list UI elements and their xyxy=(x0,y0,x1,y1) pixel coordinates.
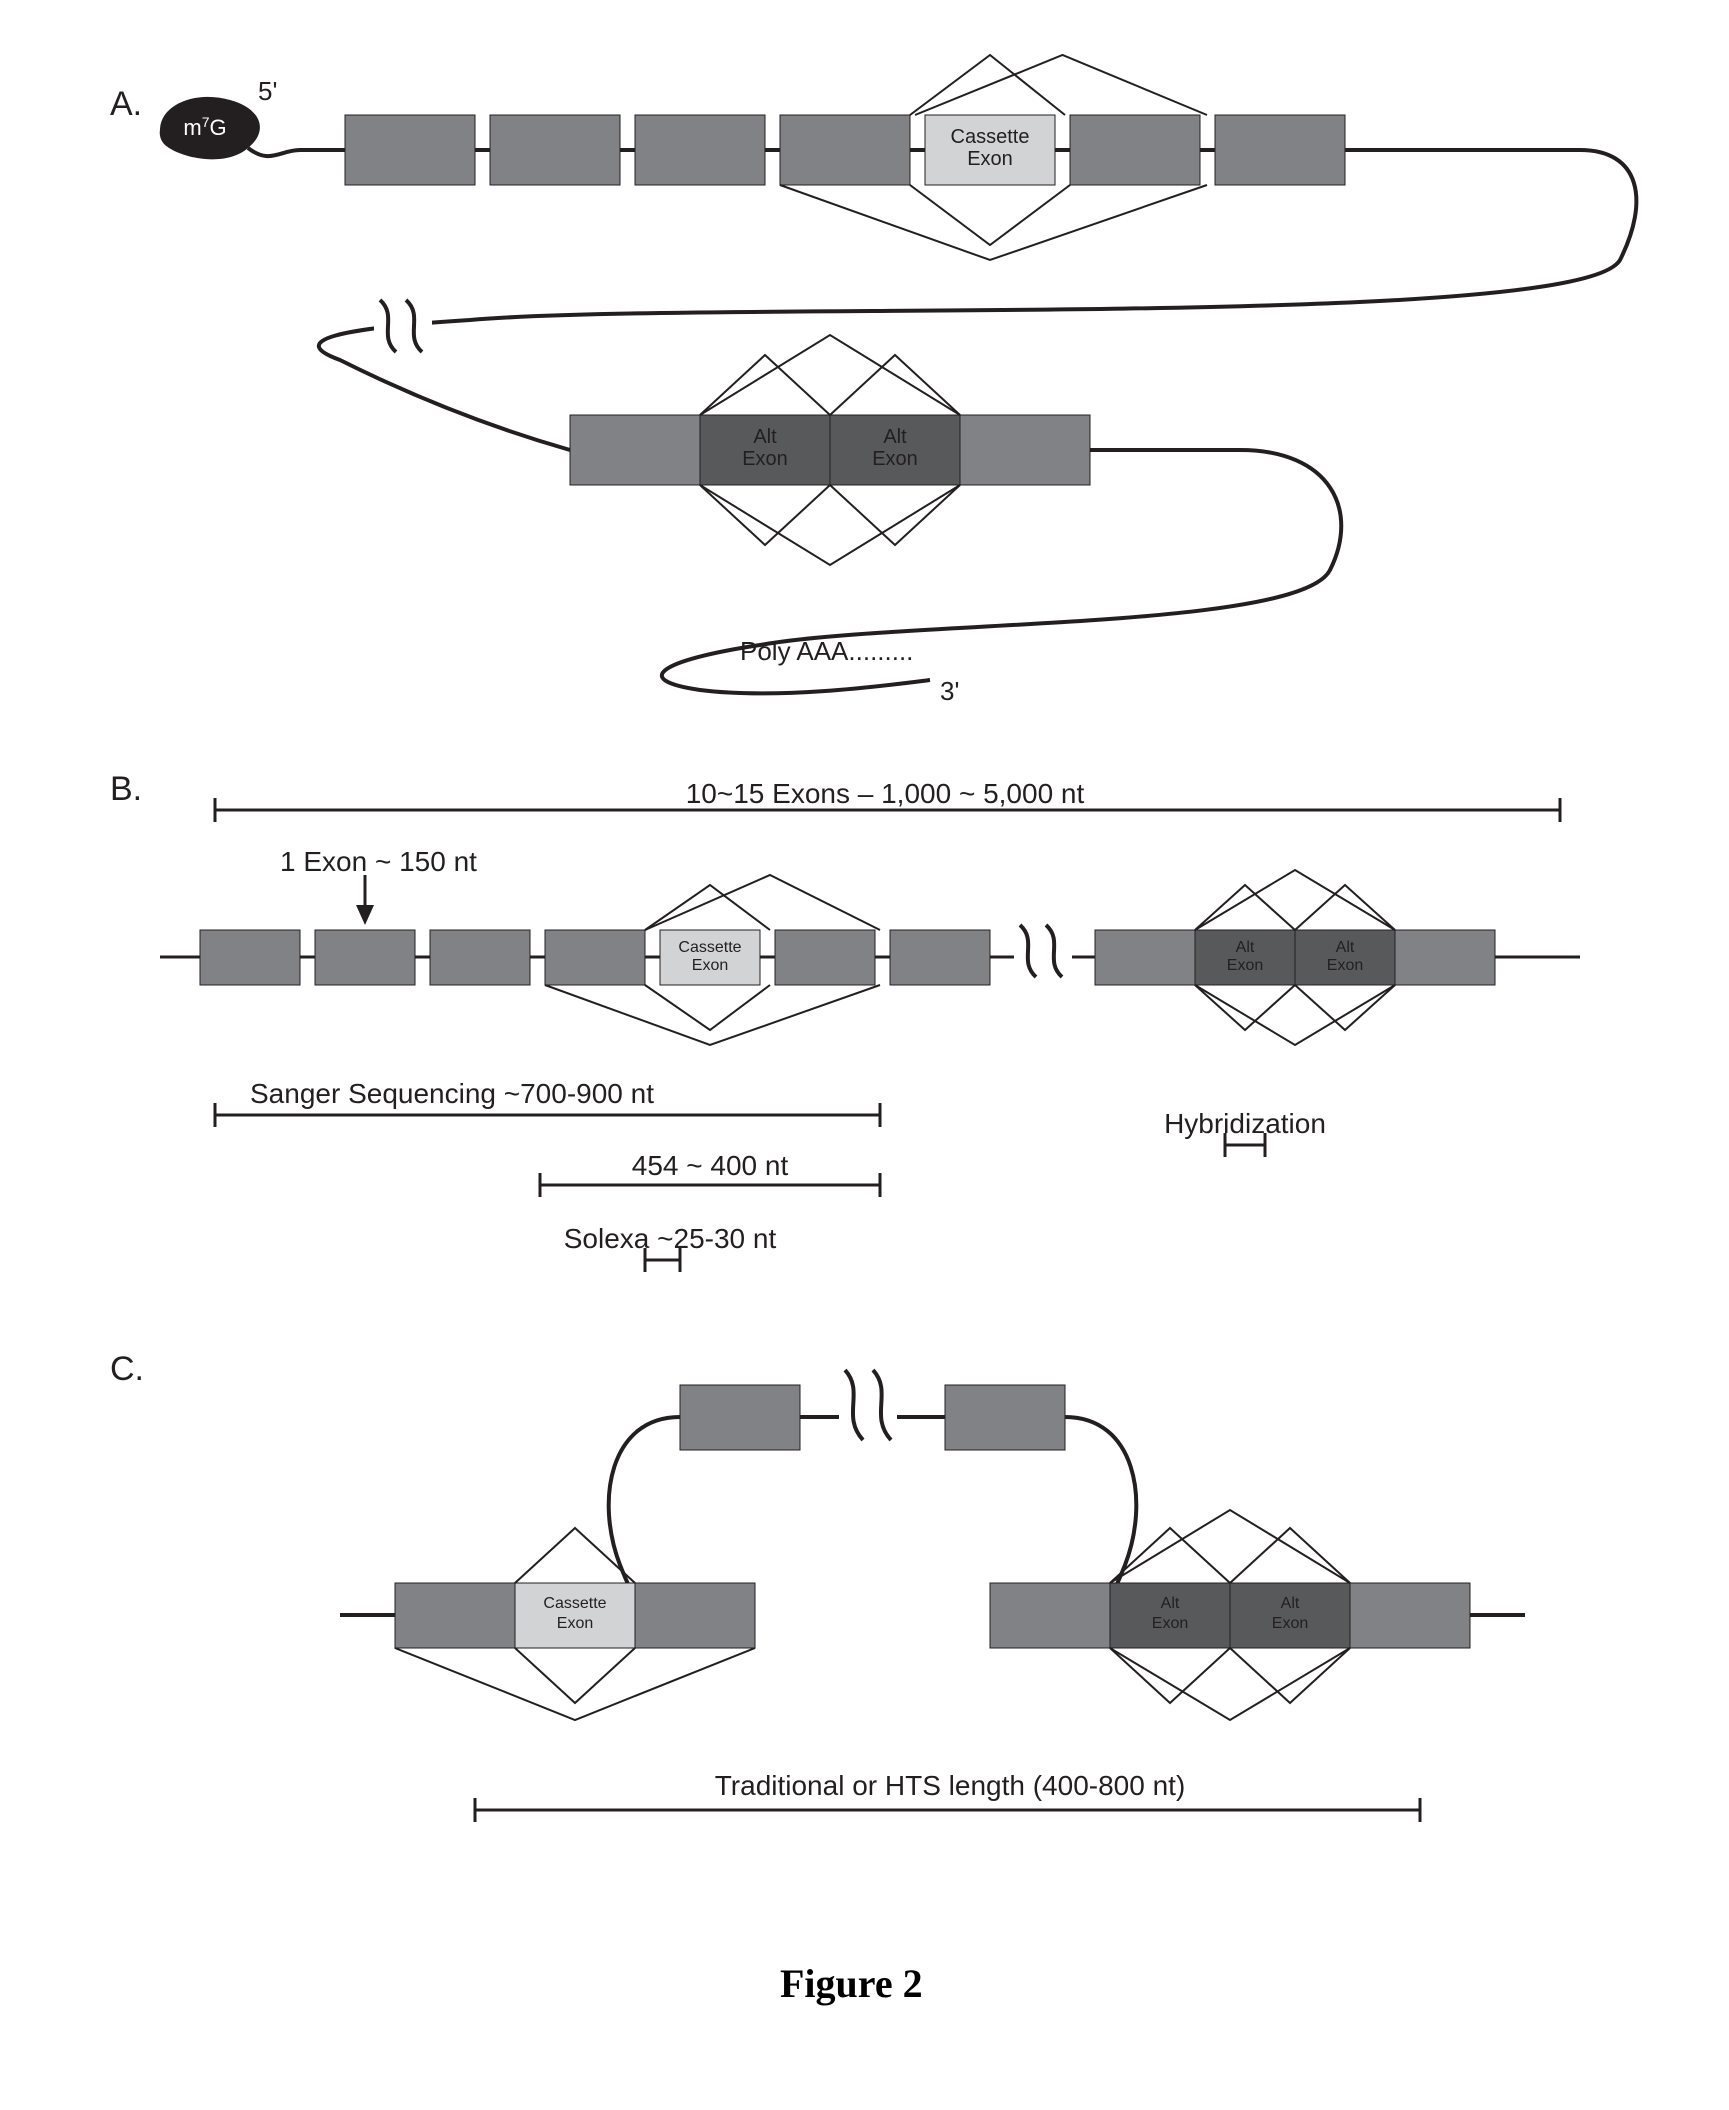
panel-c-group: Cassette Exon Alt Exon Alt Exon xyxy=(340,1362,1525,1822)
cap-tail xyxy=(248,148,345,156)
exon xyxy=(1215,115,1345,185)
exon xyxy=(635,115,765,185)
mRNA-curve-top-to-mid xyxy=(319,150,1637,450)
r454-label: 454 ~ 400 nt xyxy=(600,1150,820,1182)
splice-bottom xyxy=(780,185,1207,260)
svg-text:Exon: Exon xyxy=(1327,957,1363,974)
panel-b-strip: Cassette Exon Alt Exon Alt Exon xyxy=(160,870,1580,1045)
svg-text:Alt: Alt xyxy=(1281,1595,1300,1612)
five-prime-label: 5' xyxy=(258,76,277,106)
cassette-label: Cassette xyxy=(951,126,1030,148)
exon xyxy=(780,115,910,185)
exon xyxy=(1070,115,1200,185)
one-exon-label: 1 Exon ~ 150 nt xyxy=(280,846,510,878)
svg-text:Alt: Alt xyxy=(1161,1595,1180,1612)
svg-text:Exon: Exon xyxy=(1152,1615,1188,1632)
figure-page: { "figure_caption": "Figure 2", "panels"… xyxy=(0,0,1729,2110)
exon xyxy=(345,115,475,185)
alt-label-2: Exon xyxy=(872,448,918,470)
alt-label-2: Exon xyxy=(742,448,788,470)
svg-text:Alt: Alt xyxy=(1236,939,1255,956)
splice-bottom xyxy=(910,185,1070,245)
alt-label: Alt xyxy=(753,426,777,448)
exon xyxy=(570,415,700,485)
alt-label: Alt xyxy=(883,426,907,448)
full-range-label: 10~15 Exons – 1,000 ~ 5,000 nt xyxy=(500,778,1270,810)
svg-text:Exon: Exon xyxy=(557,1615,593,1632)
solexa-label: Solexa ~25-30 nt xyxy=(560,1223,780,1255)
three-prime-label: 3' xyxy=(940,676,959,706)
exon xyxy=(490,115,620,185)
svg-text:Alt: Alt xyxy=(1336,939,1355,956)
panel-a-group: m7G 5' Cassette Exon Alt Exon Alt Exon xyxy=(160,55,1637,706)
curve-left xyxy=(609,1417,680,1602)
splice-top xyxy=(915,55,1207,115)
svg-text:Exon: Exon xyxy=(1227,957,1263,974)
svg-text:Cassette: Cassette xyxy=(543,1595,606,1612)
svg-text:Exon: Exon xyxy=(692,957,728,974)
hts-label: Traditional or HTS length (400-800 nt) xyxy=(640,1770,1260,1802)
svg-text:Cassette: Cassette xyxy=(678,939,741,956)
polya-label: Poly AAA......... xyxy=(740,636,913,666)
svg-text:Exon: Exon xyxy=(1272,1615,1308,1632)
sanger-label: Sanger Sequencing ~700-900 nt xyxy=(250,1078,830,1110)
exon xyxy=(960,415,1090,485)
cassette-label-2: Exon xyxy=(967,148,1013,170)
break-mark xyxy=(374,286,432,370)
hyb-label: Hybridization xyxy=(1150,1108,1340,1140)
